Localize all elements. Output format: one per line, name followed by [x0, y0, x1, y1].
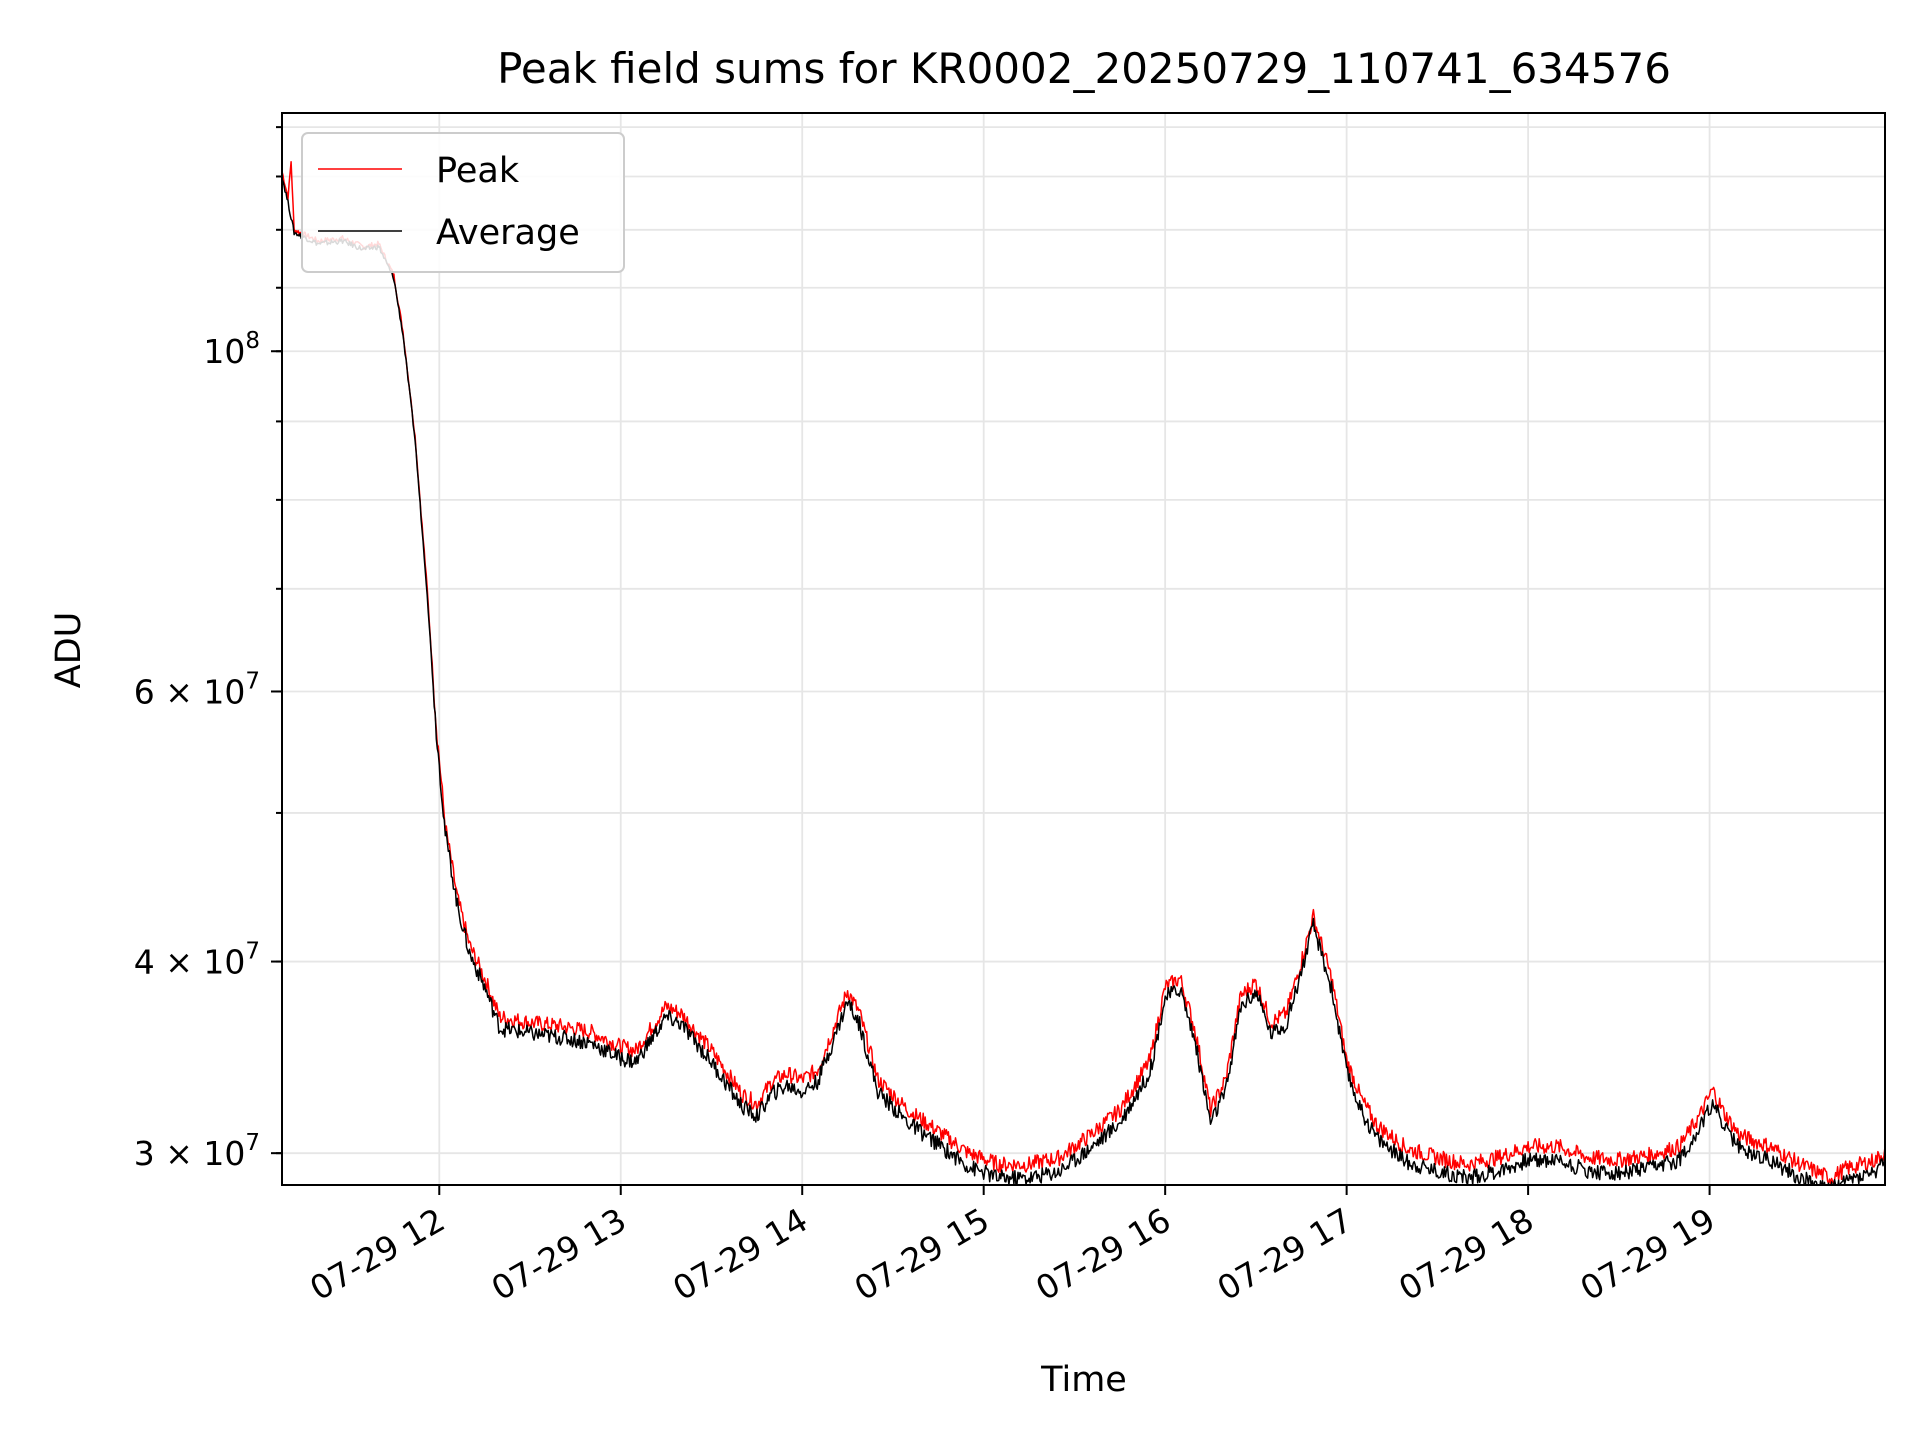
legend-box [301, 132, 625, 273]
chart-title: Peak field sums for KR0002_20250729_1107… [497, 44, 1671, 93]
plot-frame [281, 112, 1886, 1186]
series-line-peak [282, 161, 1885, 1185]
grid [282, 113, 1885, 1185]
x-axis-label: Time [1040, 1360, 1127, 1400]
y-tick-label: 3 × 107 [134, 1130, 260, 1173]
legend-label-average: Average [436, 213, 580, 253]
series-layer [282, 161, 1885, 1185]
series-line-average [282, 178, 1885, 1185]
y-axis-label: ADU [49, 612, 89, 689]
y-tick-label: 4 × 107 [134, 939, 260, 982]
legend-label-peak: Peak [436, 151, 520, 191]
y-tick-label: 6 × 107 [134, 668, 260, 711]
legend: Peak Average [301, 132, 625, 273]
